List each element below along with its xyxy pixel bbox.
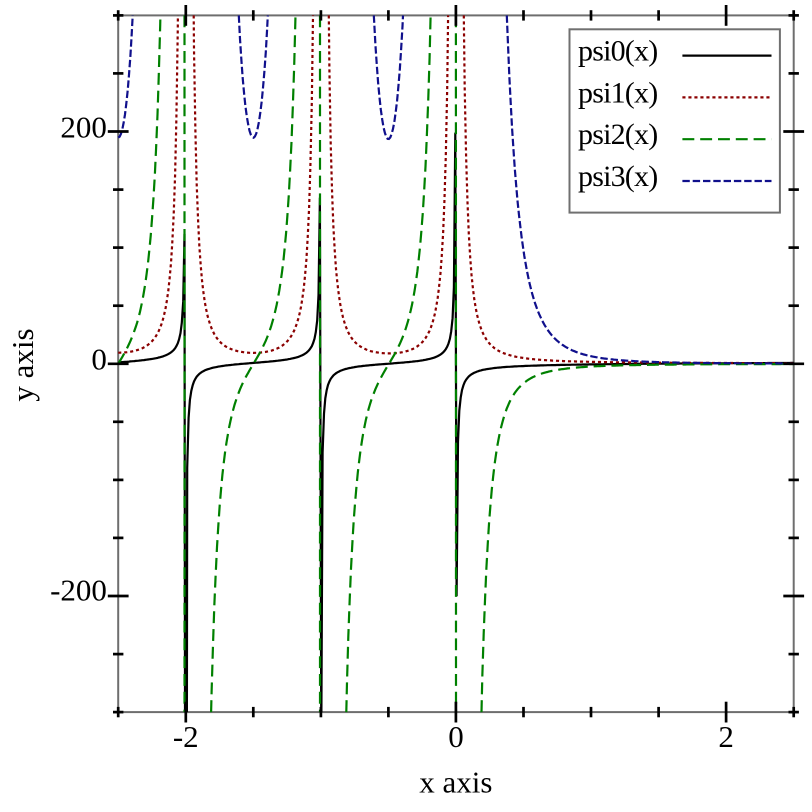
svg-text:psi1(x): psi1(x) (578, 76, 657, 109)
svg-text:y axis: y axis (5, 328, 40, 401)
svg-text:-2: -2 (173, 719, 199, 754)
svg-text:psi0(x): psi0(x) (578, 35, 657, 68)
svg-text:psi2(x): psi2(x) (578, 118, 657, 151)
svg-text:200: 200 (60, 109, 107, 144)
svg-text:x axis: x axis (419, 764, 492, 799)
svg-text:psi3(x): psi3(x) (578, 160, 657, 193)
svg-text:2: 2 (718, 719, 734, 754)
svg-text:0: 0 (91, 341, 107, 376)
svg-text:0: 0 (448, 719, 464, 754)
svg-text:-200: -200 (50, 573, 107, 608)
